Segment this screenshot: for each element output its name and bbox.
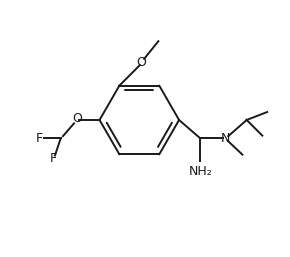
Text: F: F (36, 132, 43, 145)
Text: O: O (72, 112, 82, 125)
Text: F: F (50, 152, 57, 166)
Text: N: N (221, 132, 230, 145)
Text: NH₂: NH₂ (188, 166, 212, 178)
Text: O: O (136, 56, 146, 69)
